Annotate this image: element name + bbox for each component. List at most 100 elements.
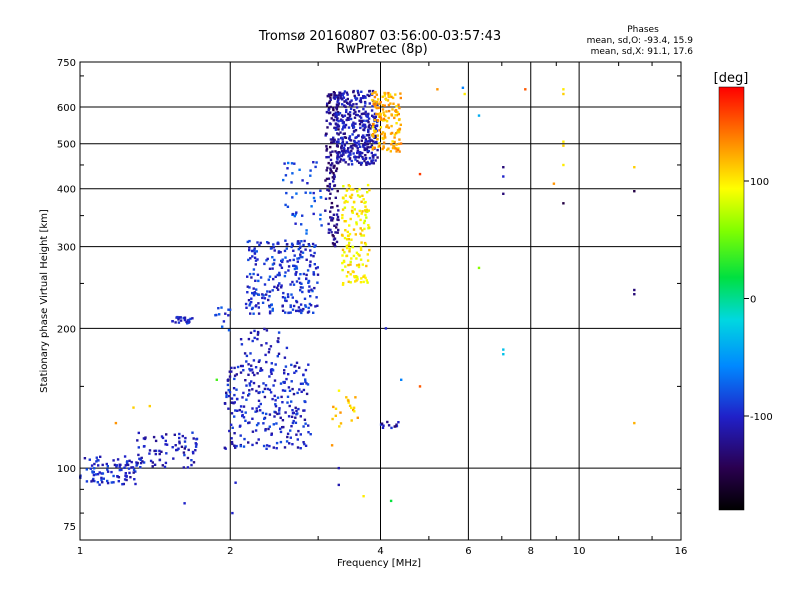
data-point — [242, 416, 246, 419]
data-point — [256, 372, 259, 375]
data-point — [319, 196, 322, 199]
data-point — [359, 97, 363, 100]
data-point — [344, 220, 348, 223]
data-point — [344, 149, 347, 153]
data-point — [387, 424, 391, 427]
data-point — [251, 388, 254, 391]
data-point — [285, 191, 288, 195]
data-point — [336, 156, 339, 159]
data-point — [105, 462, 108, 466]
data-point — [393, 140, 396, 144]
data-point — [290, 242, 294, 245]
data-point — [292, 419, 295, 423]
data-point — [303, 400, 306, 403]
data-point — [230, 366, 233, 370]
data-point — [298, 310, 301, 313]
data-point — [267, 278, 270, 281]
data-point — [266, 387, 269, 391]
data-point — [194, 449, 197, 452]
data-point — [354, 110, 357, 114]
data-point — [98, 483, 101, 486]
data-point — [139, 461, 143, 465]
data-point — [363, 100, 367, 104]
data-point — [386, 124, 389, 127]
data-point — [393, 116, 396, 120]
data-point — [362, 128, 365, 131]
data-point — [263, 283, 267, 286]
data-point — [280, 266, 284, 269]
data-point — [295, 271, 298, 274]
data-point — [382, 119, 385, 122]
data-point — [274, 403, 277, 406]
data-point — [148, 449, 152, 452]
data-point — [313, 263, 316, 266]
data-point — [100, 476, 103, 480]
data-point — [312, 271, 315, 274]
data-point — [260, 344, 263, 347]
data-point — [254, 429, 258, 432]
data-point — [283, 296, 287, 300]
data-point — [336, 143, 339, 146]
data-point — [365, 264, 368, 268]
data-point — [282, 291, 285, 295]
data-point — [251, 371, 255, 374]
data-point — [370, 139, 374, 142]
data-point — [332, 180, 335, 183]
data-point — [335, 240, 339, 244]
data-point — [273, 394, 276, 398]
data-point — [171, 446, 174, 449]
data-point — [353, 129, 356, 133]
data-point — [381, 426, 385, 429]
data-point — [395, 423, 398, 426]
data-point — [361, 229, 364, 232]
data-point — [307, 290, 311, 293]
data-point — [292, 249, 295, 252]
data-point — [366, 93, 369, 97]
data-point — [381, 95, 384, 98]
data-point — [158, 458, 161, 462]
data-point — [278, 273, 281, 277]
data-point — [307, 281, 310, 284]
data-point — [304, 444, 308, 447]
data-point — [279, 416, 282, 419]
data-point — [345, 244, 348, 248]
data-point — [326, 184, 329, 188]
data-point — [110, 481, 113, 484]
data-point — [342, 126, 345, 129]
data-point — [171, 320, 174, 323]
data-point — [366, 149, 369, 152]
data-point — [260, 369, 264, 372]
data-point — [389, 150, 392, 153]
data-point — [341, 248, 345, 252]
data-point — [236, 365, 240, 369]
data-point — [301, 286, 304, 289]
data-point — [359, 145, 362, 148]
data-point — [273, 379, 277, 382]
data-point — [153, 449, 156, 453]
data-point — [330, 141, 333, 144]
data-point — [337, 125, 341, 128]
data-point — [245, 398, 248, 401]
data-point — [106, 481, 110, 485]
data-point — [295, 267, 299, 270]
data-point — [357, 91, 360, 94]
data-point — [254, 410, 257, 413]
data-point — [307, 306, 310, 310]
data-point — [367, 126, 370, 129]
data-point — [233, 377, 236, 381]
data-point — [329, 145, 332, 149]
data-point — [348, 111, 352, 114]
data-point — [325, 149, 328, 152]
data-point — [301, 255, 304, 259]
data-point — [281, 304, 284, 307]
data-point — [290, 293, 293, 296]
data-point — [246, 240, 249, 244]
data-point — [99, 455, 102, 458]
data-point — [257, 438, 260, 441]
data-point — [259, 367, 263, 370]
data-point — [366, 183, 370, 187]
x-tick-label: 2 — [227, 546, 233, 557]
data-point — [225, 395, 228, 399]
data-point — [291, 296, 294, 299]
data-point — [354, 122, 357, 125]
